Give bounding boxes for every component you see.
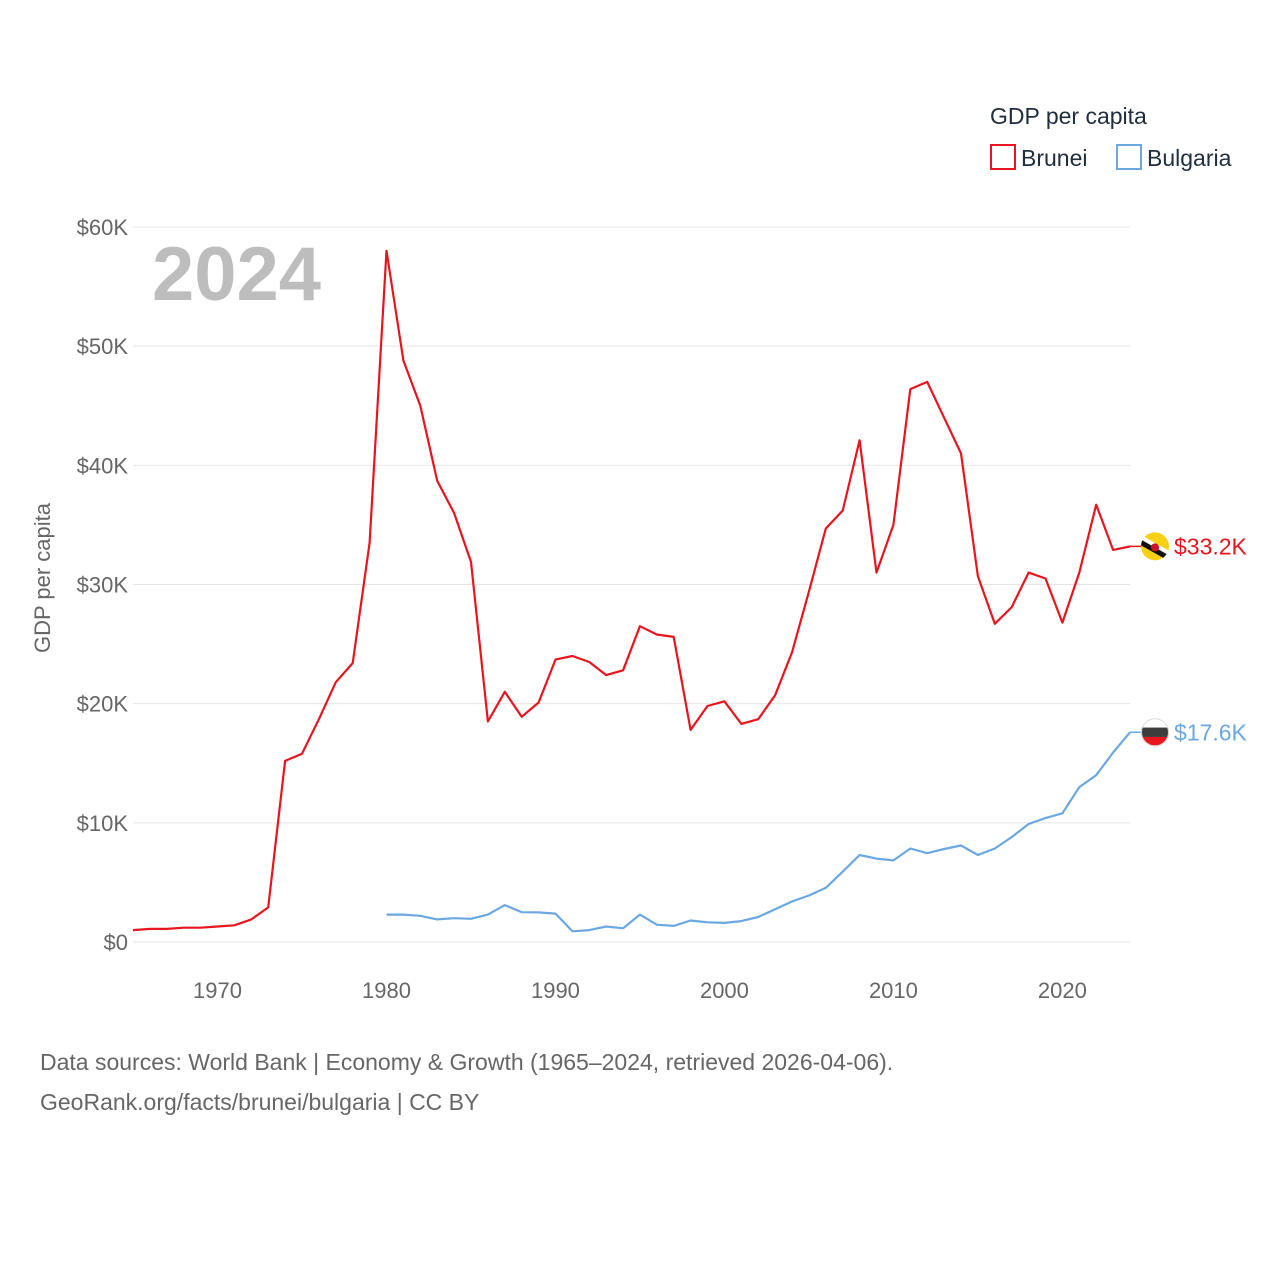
x-tick-label: 2020 [1038,978,1087,1003]
y-tick-label: $40K [77,453,129,478]
x-tick-label: 2000 [700,978,749,1003]
series-lines [132,249,1131,933]
x-tick-label: 2010 [869,978,918,1003]
end-value-label-brunei: $33.2K [1174,533,1248,559]
y-tick-label: $0 [104,930,128,955]
x-tick-label: 1980 [362,978,411,1003]
legend-swatch-bulgaria [1116,144,1142,170]
end-markers: $33.2K $17.6K [1130,532,1248,747]
y-tick-label: $30K [77,573,129,598]
y-tick-label: $10K [77,811,129,836]
x-tick-label: 1990 [531,978,580,1003]
legend: GDP per capita Brunei Bulgaria [990,103,1232,171]
y-axis-ticks: $0 $10K $20K $30K $40K $50K $60K [77,215,129,955]
brunei-flag-icon [1141,532,1169,561]
legend-title: GDP per capita [990,103,1147,129]
y-tick-label: $20K [77,692,129,717]
year-label: 2024 [152,232,321,317]
bulgaria-flag-icon [1141,718,1169,747]
x-axis-ticks: 1970 1980 1990 2000 2010 2020 [193,978,1087,1003]
y-axis-title: GDP per capita [30,502,55,653]
y-tick-label: $60K [77,215,129,240]
series-line-brunei [132,249,1131,932]
end-value-label-bulgaria: $17.6K [1174,719,1248,745]
source-note: Data sources: World Bank | Economy & Gro… [40,1042,893,1122]
legend-label-bulgaria: Bulgaria [1147,145,1232,171]
x-tick-label: 1970 [193,978,242,1003]
series-line-bulgaria [386,731,1131,933]
y-tick-label: $50K [77,334,129,359]
gridlines [133,226,1130,943]
source-line-1: Data sources: World Bank | Economy & Gro… [40,1049,894,1075]
source-line-2: GeoRank.org/facts/brunei/bulgaria | CC B… [40,1089,480,1115]
legend-swatch-brunei [990,144,1016,170]
legend-label-brunei: Brunei [1021,145,1087,171]
